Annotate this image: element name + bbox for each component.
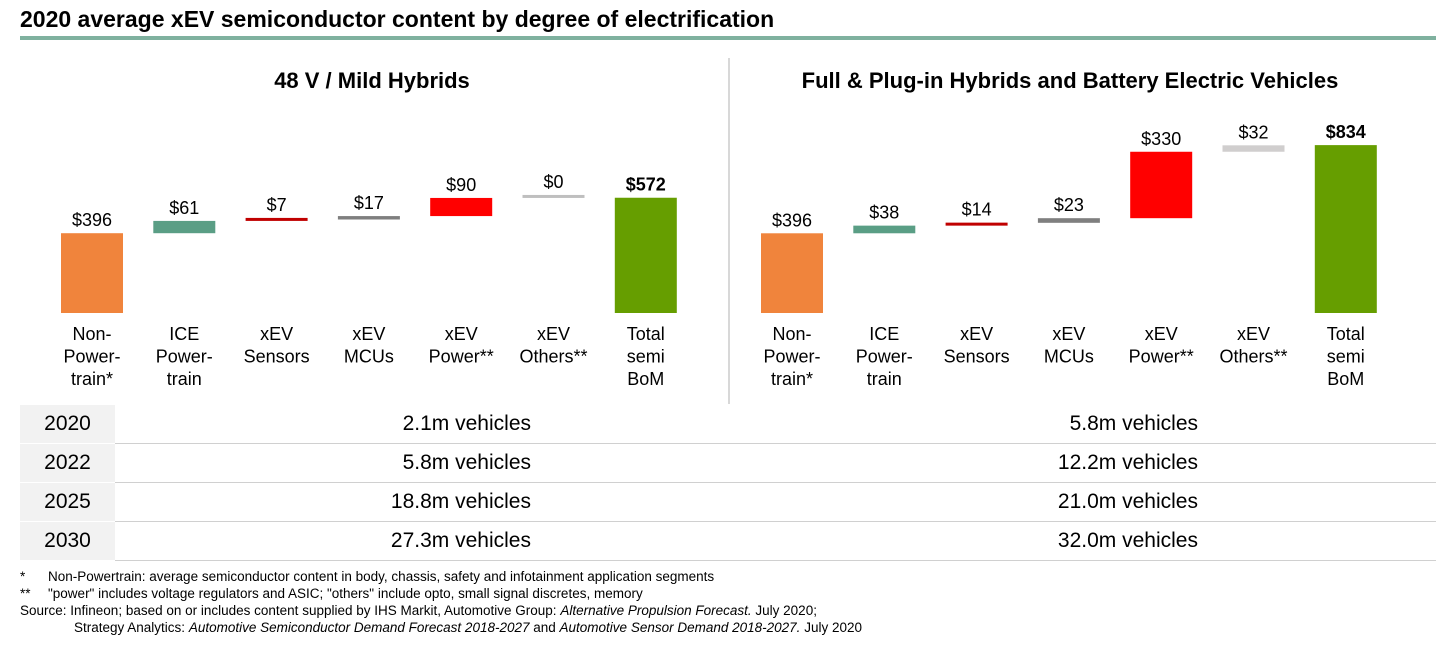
source-text: Strategy Analytics: xyxy=(74,620,189,635)
data-label: $38 xyxy=(869,203,899,223)
bar-1 xyxy=(853,225,916,234)
data-label: $90 xyxy=(446,175,476,195)
footnote-marker: ** xyxy=(20,586,31,601)
category-label: xEV Sensors xyxy=(244,324,310,367)
table-row: 2030 27.3m vehicles 32.0m vehicles xyxy=(20,521,1436,561)
source-title: Alternative Propulsion Forecast. xyxy=(560,603,752,618)
panel-divider xyxy=(728,58,730,404)
bar-5 xyxy=(522,194,585,198)
bar-2 xyxy=(245,217,308,221)
title-underline xyxy=(20,36,1436,40)
full-volume-cell: 5.8m vehicles xyxy=(531,405,1436,444)
data-label: $61 xyxy=(169,198,199,218)
mild-volume-cell: 2.1m vehicles xyxy=(115,405,531,444)
bar-6 xyxy=(614,197,677,313)
source-date: July 2020 xyxy=(800,620,862,635)
source-title: Automotive Sensor Demand 2018-2027. xyxy=(559,620,801,635)
full-volume-cell: 12.2m vehicles xyxy=(531,443,1436,483)
category-label: xEV Power** xyxy=(429,324,494,367)
bar-3 xyxy=(1037,218,1100,223)
category-label: xEV MCUs xyxy=(344,324,394,367)
category-label: Non-Power-train* xyxy=(63,324,120,389)
chart-title-mild-hybrids: 48 V / Mild Hybrids xyxy=(274,68,470,93)
year-cell: 2025 xyxy=(20,482,115,522)
category-label: ICE Power-train xyxy=(156,324,213,389)
chart-mild-hybrids: $396 Non-Power-train* $61 ICE Power-train $7 x… xyxy=(61,172,677,389)
bar-2 xyxy=(945,222,1008,226)
mild-volume-cell: 27.3m vehicles xyxy=(115,521,531,561)
category-label: xEV Others** xyxy=(519,324,587,367)
category-label: Non-Power-train* xyxy=(763,324,820,389)
table-row: 2025 18.8m vehicles 21.0m vehicles xyxy=(20,482,1436,522)
bar-4 xyxy=(430,197,493,217)
category-label: Total semi BoM xyxy=(627,324,665,389)
source-line-2: Strategy Analytics: Automotive Semicondu… xyxy=(20,619,862,636)
bar-6 xyxy=(1314,145,1377,313)
source-line-1: Source: Infineon; based on or includes c… xyxy=(20,602,862,619)
data-label: $17 xyxy=(354,193,384,213)
source-date: July 2020; xyxy=(751,603,817,618)
data-label: $330 xyxy=(1141,129,1181,149)
footnote-marker: * xyxy=(20,569,26,584)
category-label: ICE Power-train xyxy=(856,324,913,389)
category-label: xEV MCUs xyxy=(1044,324,1094,367)
category-label: Total semi BoM xyxy=(1327,324,1365,389)
full-volume-cell: 21.0m vehicles xyxy=(531,482,1436,522)
year-cell: 2022 xyxy=(20,443,115,483)
category-label: xEV Others** xyxy=(1219,324,1287,367)
bar-4 xyxy=(1130,151,1193,219)
footnote-1: * Non-Powertrain: average semiconductor c… xyxy=(20,568,862,585)
data-label: $396 xyxy=(772,210,812,230)
data-label: $32 xyxy=(1238,122,1268,142)
footnote-2: ** "power" includes voltage regulators an… xyxy=(20,585,862,602)
bar-1 xyxy=(153,220,216,234)
table-row: 2020 2.1m vehicles 5.8m vehicles xyxy=(20,405,1436,444)
data-label: $14 xyxy=(962,200,992,220)
source-text: Source: Infineon; based on or includes c… xyxy=(20,603,561,618)
data-label: $23 xyxy=(1054,195,1084,215)
data-label: $572 xyxy=(626,175,666,195)
year-cell: 2020 xyxy=(20,405,115,444)
footnote-text: Non-Powertrain: average semiconductor co… xyxy=(48,569,715,584)
data-label: $834 xyxy=(1326,122,1366,142)
chart-full-hybrids-bev: $396 Non-Power-train* $38 ICE Power-train $14… xyxy=(761,122,1377,389)
category-label: xEV Power** xyxy=(1129,324,1194,367)
category-label: xEV Sensors xyxy=(944,324,1010,367)
source-title: Automotive Semiconductor Demand Forecast… xyxy=(188,620,530,635)
data-label: $396 xyxy=(72,210,112,230)
bar-5 xyxy=(1222,145,1285,152)
footnotes: * Non-Powertrain: average semiconductor c… xyxy=(20,568,862,636)
data-label: $7 xyxy=(267,195,287,215)
bar-0 xyxy=(61,233,123,313)
source-text: and xyxy=(529,620,560,635)
vehicle-volume-table: 2020 2.1m vehicles 5.8m vehicles 2022 5.… xyxy=(20,405,1436,561)
data-label: $0 xyxy=(543,172,563,192)
mild-volume-cell: 18.8m vehicles xyxy=(115,482,531,522)
year-cell: 2030 xyxy=(20,521,115,561)
footnote-text: "power" includes voltage regulators and … xyxy=(48,586,643,601)
bar-3 xyxy=(337,216,400,220)
table-row: 2022 5.8m vehicles 12.2m vehicles xyxy=(20,443,1436,483)
page-title: 2020 average xEV semiconductor content b… xyxy=(20,6,775,32)
mild-volume-cell: 5.8m vehicles xyxy=(115,443,531,483)
full-volume-cell: 32.0m vehicles xyxy=(531,521,1436,561)
bar-0 xyxy=(761,233,823,313)
waterfall-charts: $396 Non-Power-train* $61 ICE Power-train $7 x… xyxy=(61,122,1377,389)
chart-title-full-hybrids-bev: Full & Plug-in Hybrids and Battery Elect… xyxy=(801,68,1339,93)
